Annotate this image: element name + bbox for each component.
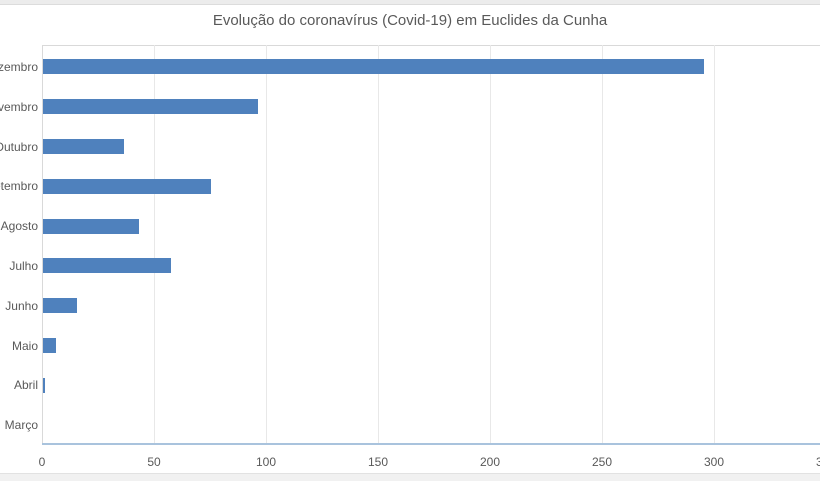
category-label-dezembro: Dezembro: [0, 59, 38, 74]
tick-label-200: 200: [479, 455, 501, 469]
gridline-x-100: [266, 45, 267, 443]
category-label-julho: Julho: [9, 258, 38, 273]
bar-abril: [43, 377, 46, 393]
plot-border-top: [42, 45, 820, 46]
tick-label-100: 100: [255, 455, 277, 469]
gridline-x-50: [154, 45, 155, 443]
tick-label-350: 350: [815, 455, 820, 469]
category-label-abril: Abril: [13, 378, 38, 393]
category-label-agosto: Agosto: [0, 219, 38, 234]
value-axis-zero-line: [42, 45, 43, 445]
bar-setembro: [43, 178, 211, 194]
tick-label-150: 150: [367, 455, 389, 469]
gridline-x-200: [490, 45, 491, 443]
bar-outubro: [43, 139, 124, 154]
tick-label-50: 50: [147, 455, 161, 469]
gridline-x-150: [378, 45, 379, 443]
gridline-x-300: [714, 45, 715, 443]
category-label-março: Março: [4, 418, 38, 433]
tick-label-0: 0: [38, 455, 46, 469]
bar-maio: [43, 338, 57, 353]
tick-label-250: 250: [591, 455, 613, 469]
category-label-junho: Junho: [5, 298, 38, 313]
bar-dezembro: [43, 59, 704, 75]
category-label-setembro: Setembro: [0, 179, 38, 194]
window-top-edge: [0, 0, 820, 5]
bar-junho: [43, 298, 77, 314]
category-label-outubro: Outubro: [0, 139, 38, 154]
gridline-x-250: [602, 45, 603, 443]
chart-title: Evolução do coronavírus (Covid-19) em Eu…: [212, 12, 608, 29]
tick-label-300: 300: [703, 455, 725, 469]
bar-agosto: [43, 218, 140, 234]
bar-julho: [43, 258, 171, 274]
category-label-maio: Maio: [11, 338, 38, 353]
category-label-novembro: Novembro: [0, 99, 38, 114]
bar-novembro: [43, 99, 259, 115]
category-axis-line: [42, 443, 820, 445]
window-bottom-edge: [0, 473, 820, 481]
